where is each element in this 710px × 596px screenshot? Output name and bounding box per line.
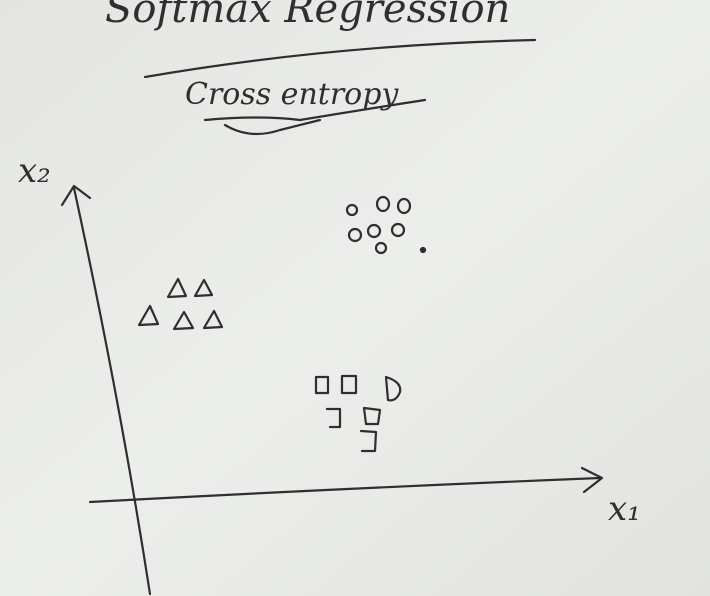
title: Softmax Regression xyxy=(105,0,510,32)
x-axis-label: x₁ xyxy=(608,489,641,529)
y-axis-label: x₂ xyxy=(18,151,51,191)
title-underline xyxy=(143,38,537,79)
circles xyxy=(345,195,427,255)
y-axis xyxy=(60,184,152,596)
triangles xyxy=(137,277,224,331)
squares xyxy=(314,374,402,453)
x-axis xyxy=(88,466,604,504)
subtitle: Cross entropy xyxy=(185,77,399,112)
subtitle-squiggle xyxy=(203,98,427,136)
